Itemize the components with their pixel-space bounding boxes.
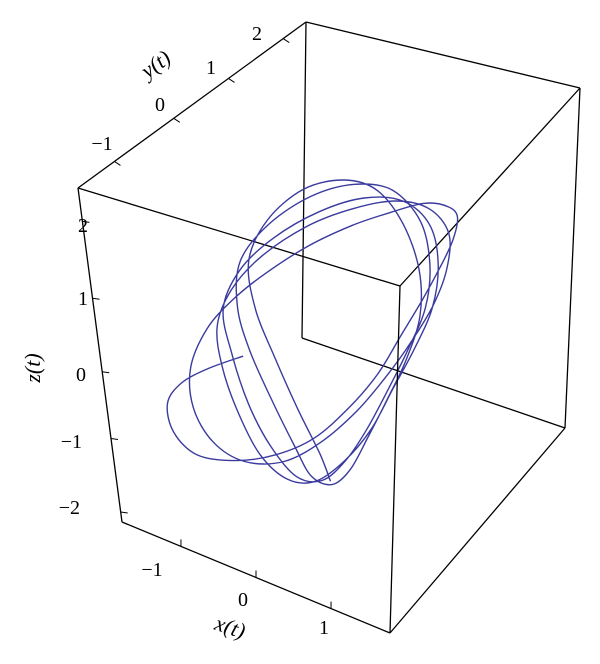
bounding-box xyxy=(77,21,581,634)
box-edge-back-vertical xyxy=(301,21,307,339)
x-axis-label: x(t) xyxy=(211,610,249,644)
y-axis-label: y(t) xyxy=(134,45,175,84)
z-axis-label: z(t) xyxy=(20,353,45,383)
y-tick-mark xyxy=(282,38,290,44)
y-tick-label: 0 xyxy=(155,94,165,116)
z-tick-mark xyxy=(110,438,119,440)
z-tick-label: −2 xyxy=(59,497,80,519)
z-tick-label: 2 xyxy=(78,215,88,237)
x-tick-label: −1 xyxy=(141,559,162,581)
x-tick-label: 0 xyxy=(238,589,248,611)
box-edge-bottom-right xyxy=(389,427,566,634)
box-edge-top-right xyxy=(399,87,581,287)
bounding-box-front xyxy=(389,285,401,634)
box-edge-back-top xyxy=(305,21,581,89)
z-tick-label: −1 xyxy=(61,431,82,453)
y-tick-mark xyxy=(114,161,121,166)
z-tick-label: 1 xyxy=(78,288,88,310)
trajectory-layer xyxy=(166,179,459,486)
trajectory-series-line xyxy=(166,179,459,486)
y-tick-mark xyxy=(173,117,181,123)
z-tick-label: 0 xyxy=(76,364,86,386)
z-tick-mark xyxy=(120,511,128,514)
box-edge-left-vertical xyxy=(77,187,123,523)
box-edge-top-front xyxy=(77,187,401,287)
box-edge-front-vertical xyxy=(389,285,401,634)
y-tick-mark xyxy=(228,78,235,83)
z-tick-mark xyxy=(102,371,110,374)
z-tick-mark xyxy=(92,297,100,300)
tick-marks xyxy=(82,38,332,609)
box-edge-back-bottom xyxy=(301,337,566,429)
y-tick-label: −1 xyxy=(91,133,112,155)
y-tick-label: 2 xyxy=(252,23,262,45)
box-edge-back-top xyxy=(77,21,307,189)
x-tick-label: 1 xyxy=(319,617,329,639)
z-tick-mark xyxy=(82,220,90,223)
box-edge-right-vertical xyxy=(564,87,581,429)
y-tick-label: 1 xyxy=(206,57,216,79)
